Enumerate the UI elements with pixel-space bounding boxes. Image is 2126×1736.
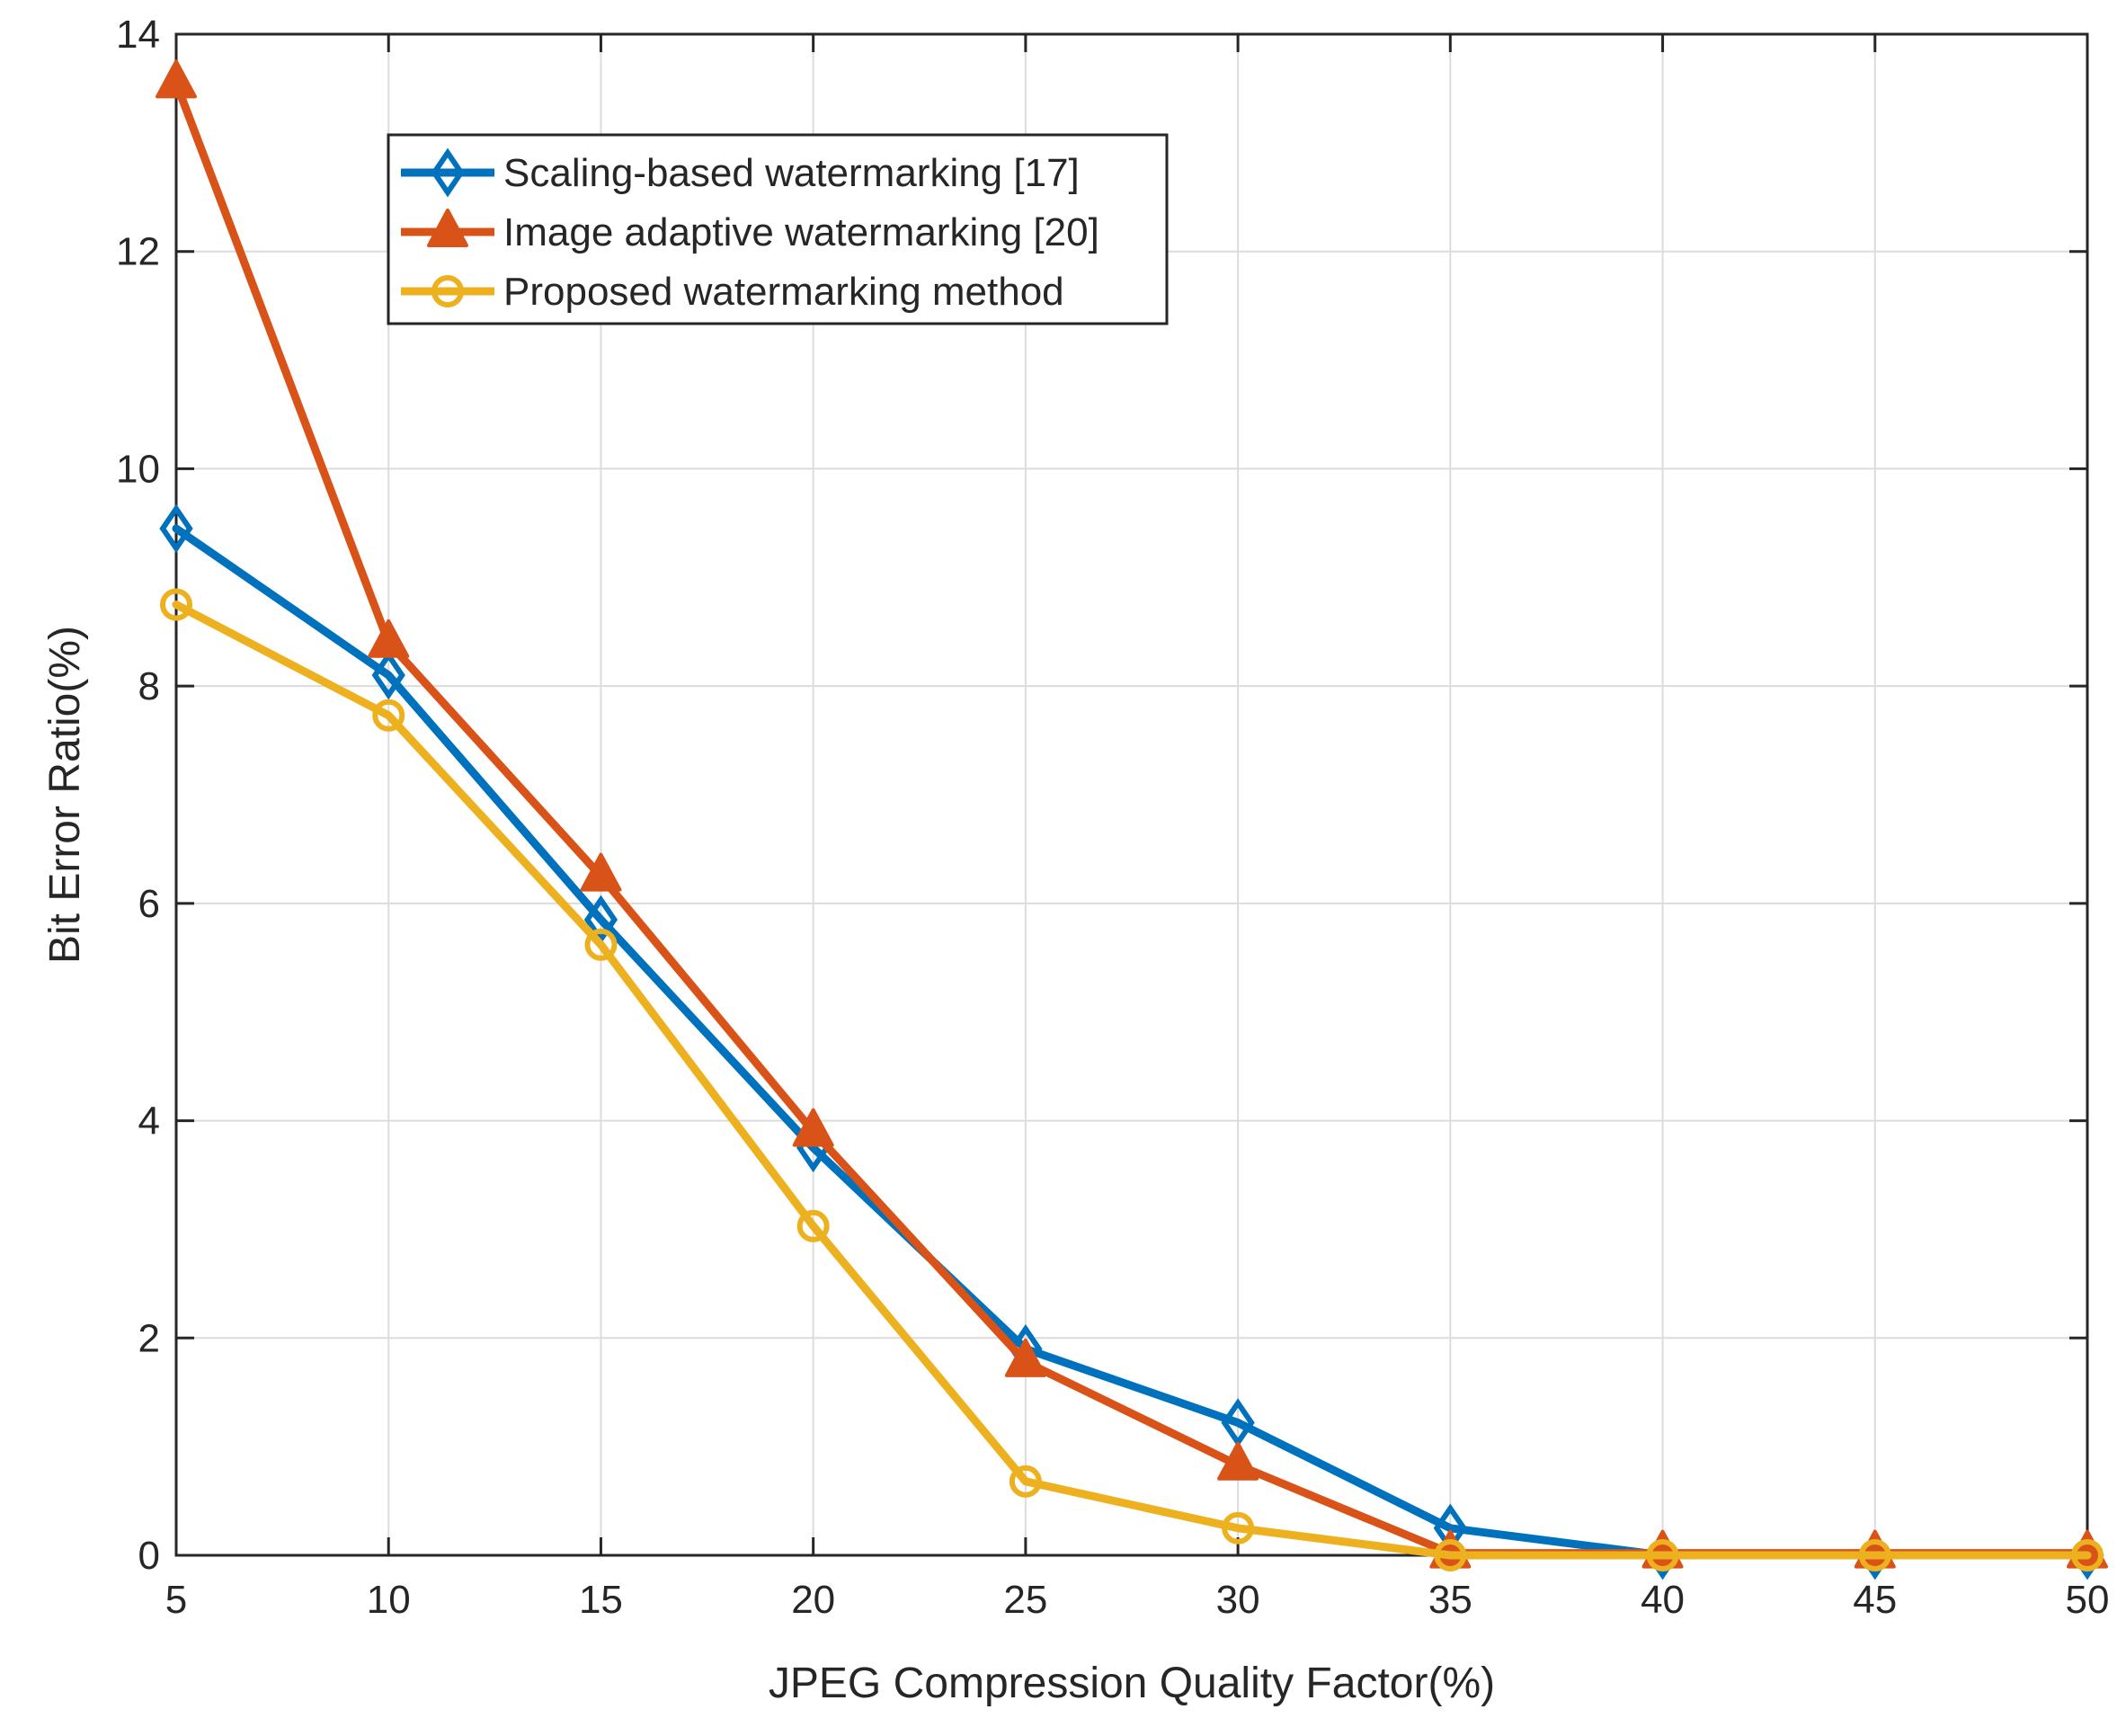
series-group xyxy=(156,59,2108,1580)
legend-item: Image adaptive watermarking [20] xyxy=(401,209,1099,254)
legend-swatch-marker xyxy=(431,275,464,307)
data-point xyxy=(1646,1539,1679,1571)
y-tick-label: 2 xyxy=(138,1316,160,1360)
y-tick-label: 0 xyxy=(138,1534,160,1578)
data-point xyxy=(1217,1441,1259,1481)
y-tick-label: 4 xyxy=(138,1099,160,1144)
y-tick-label: 10 xyxy=(116,447,160,491)
data-point xyxy=(371,650,405,700)
plot-area-frame xyxy=(174,32,2089,1557)
y-tick-label: 12 xyxy=(116,230,160,274)
y-axis-label: Bit Error Ratio(%) xyxy=(41,626,89,964)
data-point xyxy=(1009,1464,1042,1498)
legend-label: Proposed watermarking method xyxy=(503,270,1064,314)
data-point xyxy=(2071,1539,2104,1571)
data-point xyxy=(1004,1338,1046,1377)
legend: Scaling-based watermarking [17] Image ada… xyxy=(387,133,1169,325)
x-tick-label: 45 xyxy=(1853,1578,1897,1622)
data-point xyxy=(796,1209,830,1242)
x-tick-label: 20 xyxy=(791,1578,835,1622)
data-point xyxy=(160,588,192,621)
x-tick-label: 35 xyxy=(1428,1578,1472,1622)
legend-item: Scaling-based watermarking [17] xyxy=(401,147,1080,198)
x-axis-label: JPEG Compression Quality Factor(%) xyxy=(769,1660,1495,1707)
y-tick-label: 6 xyxy=(138,882,160,926)
data-point xyxy=(1222,1511,1255,1545)
x-tick-label: 30 xyxy=(1216,1578,1260,1622)
legend-item: Proposed watermarking method xyxy=(401,270,1064,314)
x-tick-label: 5 xyxy=(165,1578,187,1622)
y-tick-label: 14 xyxy=(116,13,160,57)
data-point xyxy=(792,1108,834,1147)
data-point xyxy=(580,852,622,892)
x-tick-label: 10 xyxy=(367,1578,411,1622)
x-tick-label: 25 xyxy=(1003,1578,1047,1622)
series-3 xyxy=(160,588,2104,1571)
data-point xyxy=(1434,1539,1467,1571)
y-tick-label: 8 xyxy=(138,664,160,708)
legend-swatch-marker xyxy=(427,209,468,247)
x-tick-label: 40 xyxy=(1641,1578,1685,1622)
x-tick-label: 50 xyxy=(2066,1578,2110,1622)
legend-box xyxy=(387,133,1169,325)
data-point xyxy=(159,503,193,554)
data-point xyxy=(368,619,410,658)
axis-ticks: 5 10 15 20 25 30 35 40 45 50 0 2 4 6 8 10 12 14 xyxy=(116,13,2109,1622)
x-tick-label: 15 xyxy=(579,1578,623,1622)
data-point xyxy=(584,928,618,961)
data-point xyxy=(156,59,197,99)
legend-swatch-marker xyxy=(431,147,465,198)
data-point xyxy=(1858,1539,1891,1571)
legend-label: Scaling-based watermarking [17] xyxy=(503,151,1080,195)
series-line xyxy=(172,601,2092,1560)
legend-label: Image adaptive watermarking [20] xyxy=(503,210,1099,254)
data-point xyxy=(372,699,405,732)
